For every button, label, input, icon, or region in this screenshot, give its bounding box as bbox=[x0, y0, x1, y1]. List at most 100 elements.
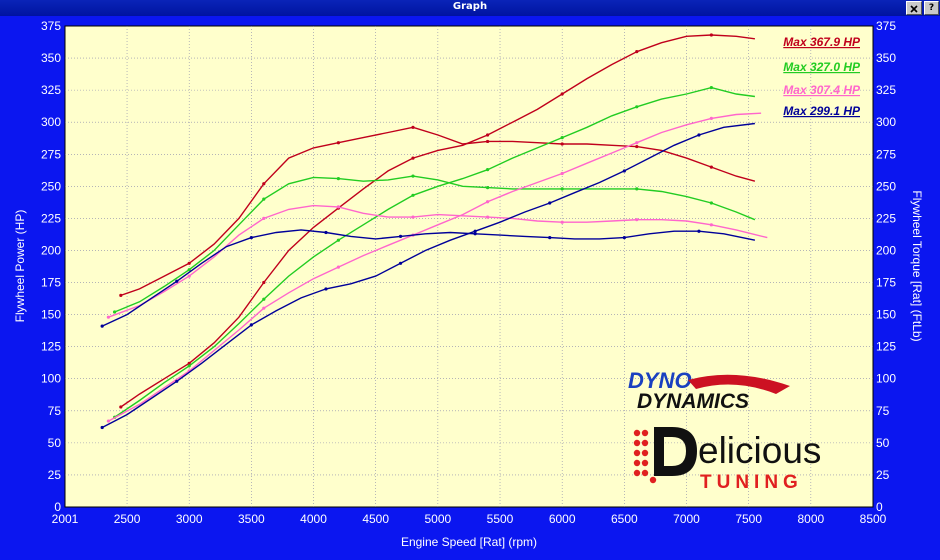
series-3-torque-point bbox=[635, 218, 639, 222]
close-icon[interactable] bbox=[906, 1, 922, 15]
logo-dot bbox=[641, 469, 649, 477]
y-tick-label-left: 200 bbox=[41, 243, 61, 257]
series-2-torque-point bbox=[485, 186, 490, 190]
x-tick-label: 3500 bbox=[238, 512, 265, 526]
series-2-torque-point bbox=[560, 187, 564, 191]
dynodynamics-logo: DYNO DYNAMICS bbox=[628, 368, 790, 413]
series-1-power-point bbox=[635, 50, 639, 54]
logo-dot bbox=[633, 459, 641, 467]
x-tick-label: 7500 bbox=[735, 512, 762, 526]
series-4-power-point bbox=[398, 261, 403, 265]
y-tick-label-right: 175 bbox=[876, 276, 896, 290]
logo-dot bbox=[633, 469, 641, 477]
series-4-torque-point bbox=[249, 236, 253, 240]
series-4-torque-point bbox=[398, 234, 403, 238]
y-tick-label-right: 0 bbox=[876, 500, 883, 514]
logo-dot bbox=[641, 459, 649, 467]
logo-sub-text: TUNING bbox=[700, 472, 803, 493]
y-tick-labels-left: 0 25 50 75 100 125 150 175 200 225 250 275 300 325 350… bbox=[41, 19, 61, 514]
x-tick-label: 7000 bbox=[673, 512, 700, 526]
series-4-power-point bbox=[175, 379, 179, 383]
series-3-torque-point bbox=[262, 216, 266, 220]
series-4-torque-point bbox=[697, 229, 701, 233]
y-tick-label-right: 325 bbox=[876, 83, 896, 97]
dyno-chart: 2001 2500 3000 3500 4000 4500 5000 5500 6000 6500… bbox=[13, 19, 924, 549]
series-1-power-line bbox=[120, 34, 755, 408]
y-tick-label-right: 350 bbox=[876, 51, 896, 65]
y-tick-label-right: 50 bbox=[876, 436, 890, 450]
series-1-power-point bbox=[187, 361, 191, 365]
series-1-torque-point bbox=[336, 141, 340, 145]
series-3-power-point bbox=[709, 116, 713, 120]
series-3-power-point bbox=[635, 141, 639, 145]
y-tick-label-right: 300 bbox=[876, 115, 896, 129]
series-3-power-point bbox=[560, 171, 564, 176]
y-axis-label-left: Flywheel Power (HP) bbox=[13, 210, 27, 323]
series-2-power-point bbox=[485, 168, 490, 172]
series-1-torque-point bbox=[262, 182, 266, 186]
y-tick-label-right: 75 bbox=[876, 404, 890, 418]
x-tick-label: 3000 bbox=[176, 512, 203, 526]
series-1-torque-point bbox=[411, 125, 415, 129]
y-tick-label-right: 250 bbox=[876, 179, 896, 193]
series-4-power-point bbox=[697, 133, 701, 137]
series-2-power-line bbox=[114, 86, 755, 418]
series-2-power-point bbox=[709, 85, 713, 90]
series-2-power-point bbox=[187, 364, 191, 368]
series-3-power-point bbox=[106, 419, 110, 423]
series-4-power-point bbox=[249, 323, 253, 327]
series-2-torque-line bbox=[114, 175, 756, 313]
logo-dynamics-text: DYNAMICS bbox=[637, 390, 749, 413]
legend-entry-4: Max 299.1 HP bbox=[783, 104, 861, 118]
logo-dot bbox=[633, 449, 641, 457]
logo-dots bbox=[633, 429, 657, 484]
y-tick-label-right: 150 bbox=[876, 308, 896, 322]
series-4-torque-point bbox=[324, 230, 328, 235]
series-3-power-point bbox=[485, 200, 490, 204]
series-4-power-point bbox=[473, 229, 477, 233]
series-1-torque-point bbox=[119, 293, 123, 297]
y-tick-label-left: 375 bbox=[41, 19, 61, 33]
x-axis-label: Engine Speed [Rat] (rpm) bbox=[401, 535, 537, 549]
series-layer bbox=[100, 33, 768, 430]
x-tick-labels: 2001 2500 3000 3500 4000 4500 5000 5500 6000 6500… bbox=[52, 512, 887, 526]
series-2-power-point bbox=[560, 135, 564, 140]
series-2-torque-point bbox=[635, 187, 639, 191]
y-tick-label-left: 175 bbox=[41, 276, 61, 290]
series-1-torque-point bbox=[187, 261, 191, 265]
help-icon[interactable]: ? bbox=[924, 1, 939, 15]
grid bbox=[65, 26, 873, 507]
series-1-torque-point bbox=[709, 165, 713, 169]
logo-dot bbox=[649, 476, 657, 484]
logo-d-letter bbox=[654, 427, 697, 476]
logo-dot bbox=[633, 439, 641, 447]
series-4-power-point bbox=[100, 425, 104, 430]
series-4-torque-point bbox=[548, 236, 552, 240]
series-1-power-point bbox=[262, 280, 266, 285]
y-tick-label-left: 225 bbox=[41, 211, 61, 225]
x-tick-label: 2500 bbox=[114, 512, 141, 526]
series-3-torque-point bbox=[336, 205, 340, 209]
y-tick-label-right: 225 bbox=[876, 211, 896, 225]
x-tick-label: 8500 bbox=[860, 512, 887, 526]
logo-dot bbox=[633, 429, 641, 437]
y-tick-labels-right: 0 25 50 75 100 125 150 175 200 225 250 275 300 325 350… bbox=[876, 19, 896, 514]
legend-entry-3: Max 307.4 HP bbox=[783, 83, 861, 97]
y-tick-label-right: 100 bbox=[876, 372, 896, 386]
series-2-torque-point bbox=[411, 174, 415, 178]
y-tick-label-right: 275 bbox=[876, 147, 896, 161]
series-3-torque-point bbox=[560, 220, 564, 224]
y-axis-label-right: Flywheel Torque [Rat] (FtLb) bbox=[910, 190, 924, 341]
y-tick-label-left: 50 bbox=[48, 436, 62, 450]
logo-dot bbox=[641, 439, 649, 447]
series-4-torque-point bbox=[622, 236, 626, 240]
series-3-torque-point bbox=[485, 215, 490, 219]
series-1-torque-point bbox=[485, 139, 490, 144]
x-tick-label: 8000 bbox=[797, 512, 824, 526]
series-4-power-point bbox=[324, 287, 328, 291]
series-4-power-point bbox=[548, 201, 552, 205]
y-tick-label-left: 75 bbox=[48, 404, 62, 418]
y-tick-label-left: 25 bbox=[48, 468, 62, 482]
logo-swoosh bbox=[688, 374, 790, 394]
